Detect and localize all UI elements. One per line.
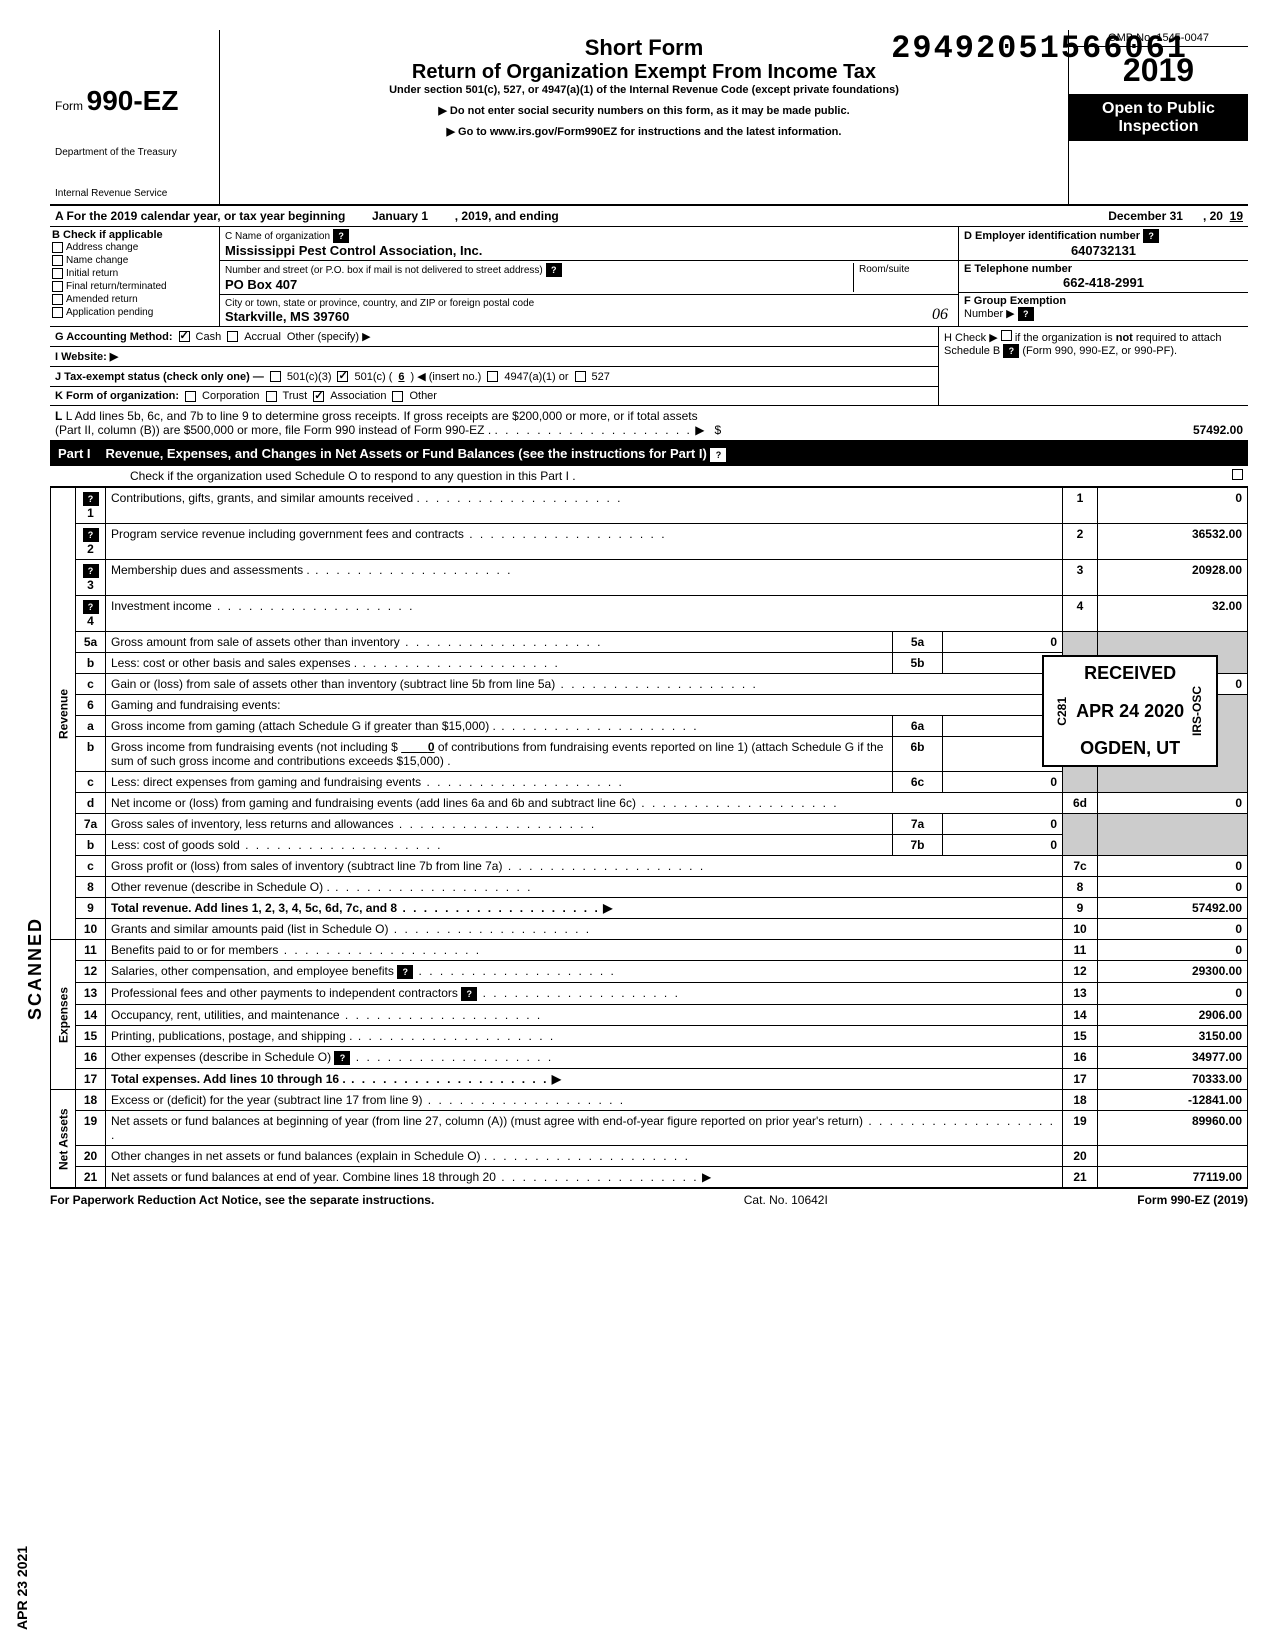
check-address-change[interactable]: Address change — [52, 241, 217, 254]
row-l-text1: L Add lines 5b, 6c, and 7b to line 9 to … — [66, 409, 698, 423]
dept2: Internal Revenue Service — [55, 188, 214, 199]
check-trust[interactable] — [266, 391, 277, 402]
open-public-2: Inspection — [1074, 118, 1243, 136]
ssn-warning: ▶ Do not enter social security numbers o… — [230, 104, 1058, 117]
ein: 640732131 — [964, 243, 1243, 258]
help-icon[interactable]: ? — [710, 448, 726, 462]
gross-receipts: 57492.00 — [1193, 423, 1243, 437]
open-public-1: Open to Public — [1074, 100, 1243, 118]
scanned-stamp: SCANNED — [25, 917, 46, 1020]
side-revenue: Revenue — [51, 488, 76, 940]
org-address: PO Box 407 — [225, 277, 297, 292]
row-k-label: K Form of organization: — [55, 390, 179, 402]
check-4947a1[interactable] — [487, 371, 498, 382]
check-527[interactable] — [575, 371, 586, 382]
org-name: Mississippi Pest Control Association, In… — [225, 243, 482, 258]
check-cash[interactable] — [179, 331, 190, 342]
check-schedule-b[interactable] — [1001, 330, 1012, 341]
section-b-title: B Check if applicable — [52, 229, 217, 241]
form-number: 990-EZ — [87, 85, 179, 116]
help-icon[interactable]: ? — [397, 965, 413, 979]
org-city: Starkville, MS 39760 — [225, 309, 349, 324]
help-icon[interactable]: ? — [83, 564, 99, 578]
check-other-org[interactable] — [392, 391, 403, 402]
phone: 662-418-2991 — [964, 275, 1243, 290]
check-corporation[interactable] — [185, 391, 196, 402]
section-d-label: D Employer identification number — [964, 230, 1140, 242]
footer: For Paperwork Reduction Act Notice, see … — [50, 1188, 1248, 1211]
help-icon[interactable]: ? — [546, 263, 562, 277]
section-c-label: C Name of organization — [225, 231, 330, 242]
check-initial-return[interactable]: Initial return — [52, 267, 217, 280]
check-schedule-o[interactable] — [1232, 469, 1243, 480]
check-501c[interactable] — [337, 371, 348, 382]
side-netassets: Net Assets — [51, 1090, 76, 1188]
check-final-return[interactable]: Final return/terminated — [52, 280, 217, 293]
help-icon[interactable]: ? — [334, 1051, 350, 1065]
row-h-text: H Check ▶ if the organization is not req… — [944, 332, 1222, 357]
goto-link: ▶ Go to www.irs.gov/Form990EZ for instru… — [230, 125, 1058, 138]
room-label: Room/suite — [859, 264, 910, 275]
check-association[interactable] — [313, 391, 324, 402]
part-i-header: Part I Revenue, Expenses, and Changes in… — [50, 442, 1248, 466]
help-icon[interactable]: ? — [461, 987, 477, 1001]
help-icon[interactable]: ? — [1003, 344, 1019, 358]
part-i-check-text: Check if the organization used Schedule … — [130, 469, 576, 483]
dept1: Department of the Treasury — [55, 147, 214, 158]
help-icon[interactable]: ? — [83, 528, 99, 542]
help-icon[interactable]: ? — [333, 229, 349, 243]
check-501c3[interactable] — [270, 371, 281, 382]
row-i-label: I Website: ▶ — [55, 350, 118, 363]
help-icon[interactable]: ? — [83, 492, 99, 506]
handwritten-06: 06 — [932, 306, 948, 324]
row-j-label: J Tax-exempt status (check only one) — — [55, 371, 264, 383]
help-icon[interactable]: ? — [1143, 229, 1159, 243]
section-e-label: E Telephone number — [964, 263, 1072, 275]
row-a-tax-year: A For the 2019 calendar year, or tax yea… — [50, 206, 1248, 227]
side-expenses: Expenses — [51, 940, 76, 1090]
under-section: Under section 501(c), 527, or 4947(a)(1)… — [230, 84, 1058, 96]
row-g-label: G Accounting Method: — [55, 331, 173, 343]
row-l-text2: (Part II, column (B)) are $500,000 or mo… — [55, 423, 491, 437]
received-stamp: RECEIVED C281 APR 24 2020 IRS-OSC OGDEN,… — [1042, 655, 1218, 767]
dln-number: 29492051566061 — [891, 30, 1188, 67]
check-amended-return[interactable]: Amended return — [52, 293, 217, 306]
section-f-label2: Number ▶ — [964, 308, 1015, 320]
addr-label: Number and street (or P.O. box if mail i… — [225, 265, 543, 276]
part-i-table: Revenue ? 1 Contributions, gifts, grants… — [50, 487, 1248, 1188]
city-label: City or town, state or province, country… — [225, 298, 534, 309]
section-f-label: F Group Exemption — [964, 295, 1066, 307]
help-icon[interactable]: ? — [1018, 307, 1034, 321]
date-stamp: APR 23 2021 — [14, 1546, 30, 1630]
check-application-pending[interactable]: Application pending — [52, 306, 217, 319]
check-accrual[interactable] — [227, 331, 238, 342]
help-icon[interactable]: ? — [83, 600, 99, 614]
check-name-change[interactable]: Name change — [52, 254, 217, 267]
form-label: Form — [55, 99, 83, 113]
